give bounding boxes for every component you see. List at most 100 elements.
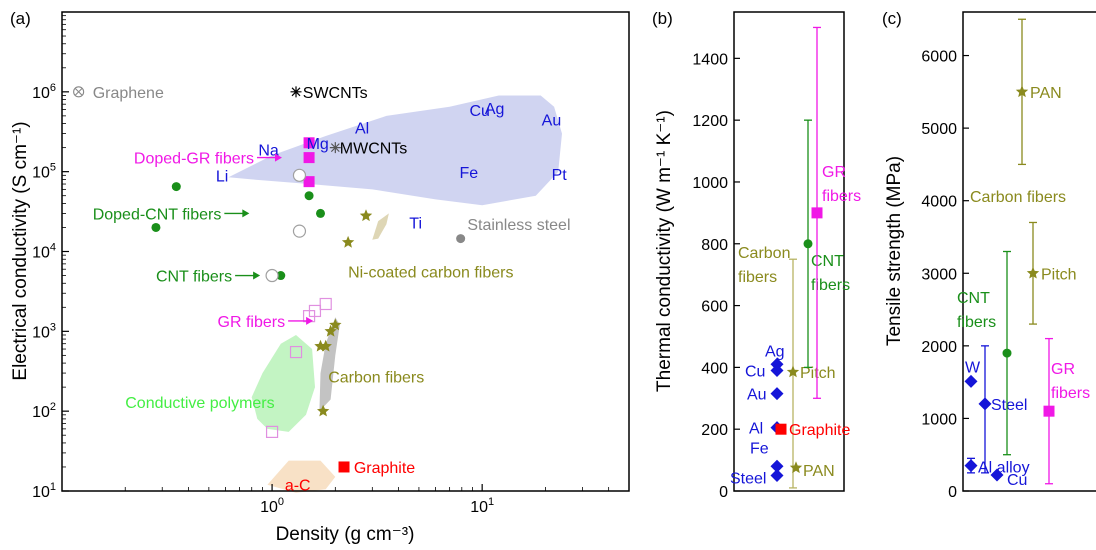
panel-c-y-axis-label: Tensile strength (MPa): [884, 156, 905, 346]
region-ni-coated-carbon-fibers: [372, 213, 389, 240]
annotation-mg: Mg: [307, 136, 329, 153]
annotation-au: Au: [542, 113, 562, 130]
marker-carbon-fibers: [324, 324, 337, 337]
panel-c-ticks: 0 1000 2000 3000 4000 5000 6000: [921, 49, 969, 501]
label-cnt-fibers: fibers: [957, 314, 996, 331]
y-tick-label: 105: [32, 162, 56, 182]
marker-open-circles: [292, 224, 307, 238]
panel-c-frame: [962, 11, 1096, 492]
label-steel: Steel: [991, 397, 1027, 414]
panel-a: (a) 101 102 103 104 105 106 100 101 Graphene SWC…: [10, 9, 630, 545]
label-steel: Steel: [730, 471, 766, 488]
marker-pan: [1015, 85, 1029, 98]
marker-graphite: [338, 461, 350, 473]
marker-graphene-cross: [75, 88, 83, 96]
marker-gr-fibers: [319, 297, 332, 311]
marker-w: [964, 374, 978, 388]
annotation-na: Na: [258, 142, 279, 159]
annotation-doped-cnt-fibers: Doped-CNT fibers: [93, 206, 222, 223]
marker-doped-gr-fibers: [303, 137, 315, 149]
marker-open-circles: [265, 268, 279, 283]
marker-carbon-fibers: [319, 339, 332, 352]
annotation-cu: Cu: [469, 103, 489, 120]
annotation-fe: Fe: [459, 165, 478, 182]
marker-doped-gr-fibers: [303, 176, 315, 188]
label-graphite: Graphite: [789, 422, 850, 439]
y-tick-label: 102: [32, 401, 56, 421]
annotation-doped-gr-fibers: Doped-GR fibers: [134, 151, 254, 168]
marker-doped-gr-fibers: [303, 152, 315, 164]
annotation-al: Al: [355, 120, 369, 137]
marker-gr-fibers: [811, 207, 823, 219]
region-a-c: [267, 460, 336, 493]
marker-au: [770, 387, 784, 401]
y-tick-label: 600: [701, 299, 728, 316]
label-gr-fibers: GR: [822, 164, 846, 181]
label-gr-fibers: fibers: [822, 188, 861, 205]
label-gr-fibers: GR: [1051, 361, 1075, 378]
marker-doped-cnt-fibers: [151, 222, 161, 232]
marker-mwcnts: [329, 142, 341, 154]
marker-pan: [789, 461, 803, 474]
y-tick-label: 101: [32, 481, 56, 501]
marker-steel: [770, 469, 784, 483]
y-tick-label: 103: [32, 321, 56, 341]
label-cu: Cu: [1007, 472, 1027, 489]
annotation-a-c: a-C: [285, 478, 311, 495]
marker-cnt-fibers: [1002, 348, 1012, 358]
marker-steel: [978, 397, 992, 411]
label-pitch: Pitch: [800, 365, 836, 382]
y-tick-label: 200: [701, 422, 728, 439]
annotation-gr-fibers: GR fibers: [218, 314, 286, 331]
annotation-ag: Ag: [485, 101, 505, 118]
y-tick-label: 6000: [921, 49, 957, 66]
marker-cnt-fibers: [276, 271, 286, 281]
label-au: Au: [747, 387, 767, 404]
marker-swcnts: [290, 86, 302, 98]
panel-a-marks: [73, 86, 466, 473]
marker-doped-cnt-fibers: [171, 182, 181, 192]
panel-b-y-axis-label: Thermal conductivity (W m⁻¹ K⁻¹): [654, 110, 675, 392]
marker-open-circles: [292, 168, 307, 182]
label-gr-fibers: fibers: [1051, 385, 1090, 402]
y-tick-label: 2000: [921, 339, 957, 356]
panel-c: (c) 0 1000 2000 3000 4000 5000 6000 W Steel Al a…: [882, 9, 1096, 501]
y-tick-label: 400: [701, 360, 728, 377]
label-cu: Cu: [745, 363, 765, 380]
marker-pitch: [786, 365, 800, 378]
panel-a-y-axis-label: Electrical conductivity (S cm⁻¹): [10, 121, 31, 380]
y-tick-label: 1400: [692, 51, 728, 68]
marker-cnt-fibers: [803, 239, 813, 249]
region-carbon-fibers: [319, 317, 340, 412]
panel-b-label: (b): [652, 9, 673, 28]
marker-cu: [990, 468, 1004, 482]
annotation-arrow-head: [306, 316, 314, 325]
label-pitch: Pitch: [1041, 266, 1077, 283]
label-fe: Fe: [750, 440, 769, 457]
y-tick-label: 3000: [921, 266, 957, 283]
annotation-stainless-steel: Stainless steel: [467, 217, 570, 234]
annotation-arrow-head: [274, 153, 282, 162]
panel-c-label: (c): [882, 9, 902, 28]
marker-gr-fibers: [265, 425, 279, 438]
label-ag: Ag: [765, 343, 785, 360]
panel-b-frame: [733, 11, 845, 492]
marker-al-alloy: [964, 459, 978, 473]
annotation-ni-coated-carbon-fibers: Ni-coated carbon fibers: [348, 265, 513, 282]
annotation-li: Li: [216, 168, 228, 185]
annotation-arrow-head: [253, 271, 261, 280]
marker-stainless-steel: [456, 234, 466, 244]
y-tick-label: 106: [32, 82, 56, 102]
label-al: Al: [749, 421, 763, 438]
y-tick-label: 1200: [692, 113, 728, 130]
group-label-carbon-fibers: Carbon fibers: [970, 189, 1066, 206]
region-conductive-polymers: [251, 335, 315, 432]
panel-b-ticks: 0 200 400 600 800 1000 1200 1400: [692, 51, 740, 501]
y-tick-label: 0: [948, 484, 957, 501]
label-cnt-fibers: fibers: [811, 277, 850, 294]
y-tick-label: 0: [719, 484, 728, 501]
annotation-ti: Ti: [409, 216, 422, 233]
